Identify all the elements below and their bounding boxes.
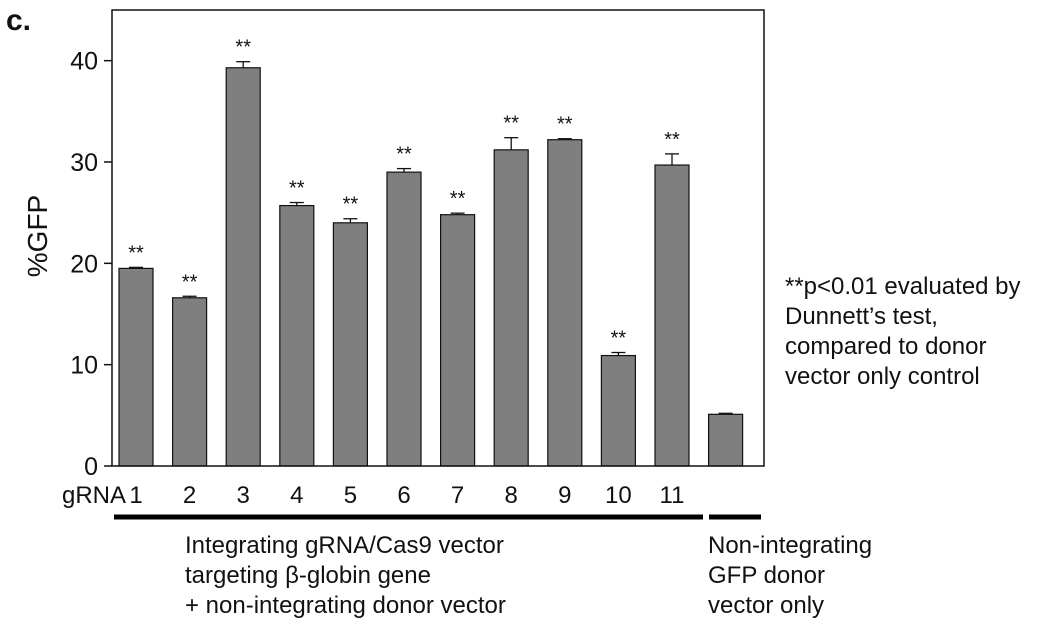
significance-note-line: vector only control bbox=[785, 363, 980, 390]
significance-mark: ** bbox=[557, 114, 573, 136]
y-axis-label: %GFP bbox=[22, 195, 53, 277]
x-axis-tick-labels: 1 2 3 4 5 6 7 8 9 10 11 bbox=[129, 482, 684, 509]
y-tick-label: 30 bbox=[70, 149, 98, 177]
x-tick-label: 11 bbox=[660, 482, 685, 509]
bar bbox=[600, 354, 637, 467]
significance-mark: ** bbox=[235, 37, 251, 59]
group-label-control: Non-integrating GFP donor vector only bbox=[708, 531, 928, 621]
significance-mark: ** bbox=[664, 129, 680, 151]
significance-mark: ** bbox=[289, 178, 305, 200]
group-label-line: vector only bbox=[708, 592, 825, 619]
significance-mark: ** bbox=[450, 188, 466, 210]
significance-note-line: **p<0.01 evaluated by bbox=[785, 273, 1021, 300]
bar bbox=[332, 222, 368, 467]
y-axis-ticks: 0 10 20 30 40 bbox=[70, 48, 112, 481]
significance-note: **p<0.01 evaluated by Dunnett’s test, co… bbox=[785, 272, 1035, 392]
significance-mark: ** bbox=[611, 328, 627, 350]
x-tick-label: 3 bbox=[237, 482, 250, 509]
group-label-line: + non-integrating donor vector bbox=[185, 592, 506, 619]
x-tick-label: 4 bbox=[290, 482, 303, 509]
significance-mark: ** bbox=[396, 144, 412, 166]
significance-note-line: Dunnett’s test, bbox=[785, 303, 938, 330]
group-label-line: GFP donor bbox=[708, 562, 825, 589]
x-tick-label: 6 bbox=[397, 482, 410, 509]
bar bbox=[440, 214, 476, 467]
panel-label: c. bbox=[6, 4, 31, 37]
significance-mark: ** bbox=[182, 271, 198, 293]
x-tick-label: 9 bbox=[558, 482, 571, 509]
y-tick-label: 40 bbox=[70, 48, 98, 76]
y-tick-label: 10 bbox=[70, 352, 98, 380]
bar bbox=[654, 164, 690, 467]
y-tick-label: 20 bbox=[70, 250, 98, 278]
x-tick-label: 1 bbox=[129, 482, 142, 509]
x-axis-label: gRNA bbox=[62, 482, 126, 509]
x-tick-label: 10 bbox=[605, 482, 632, 509]
x-tick-label: 8 bbox=[505, 482, 518, 509]
x-tick-label: 2 bbox=[183, 482, 196, 509]
bar bbox=[172, 297, 208, 467]
significance-mark: ** bbox=[128, 242, 144, 264]
bar bbox=[386, 171, 422, 467]
y-tick-label: 0 bbox=[84, 453, 98, 481]
bar bbox=[225, 67, 261, 467]
bar bbox=[707, 413, 744, 467]
bar bbox=[493, 149, 529, 467]
bar bbox=[547, 139, 583, 467]
group-label-line: targeting β-globin gene bbox=[185, 562, 431, 589]
group-label-line: Integrating gRNA/Cas9 vector bbox=[185, 532, 504, 559]
bar bbox=[279, 204, 315, 467]
significance-mark: ** bbox=[343, 194, 359, 216]
bar bbox=[118, 267, 154, 467]
x-tick-label: 7 bbox=[451, 482, 464, 509]
group-label-integrating: Integrating gRNA/Cas9 vector targeting β… bbox=[185, 531, 645, 621]
group-label-line: Non-integrating bbox=[708, 532, 873, 559]
significance-mark: ** bbox=[503, 113, 519, 135]
significance-note-line: compared to donor bbox=[785, 333, 987, 360]
plot-frame bbox=[111, 9, 765, 467]
bars-group: ** ** ** ** ** ** ** ** ** ** ** bbox=[118, 37, 744, 467]
x-tick-label: 5 bbox=[344, 482, 357, 509]
